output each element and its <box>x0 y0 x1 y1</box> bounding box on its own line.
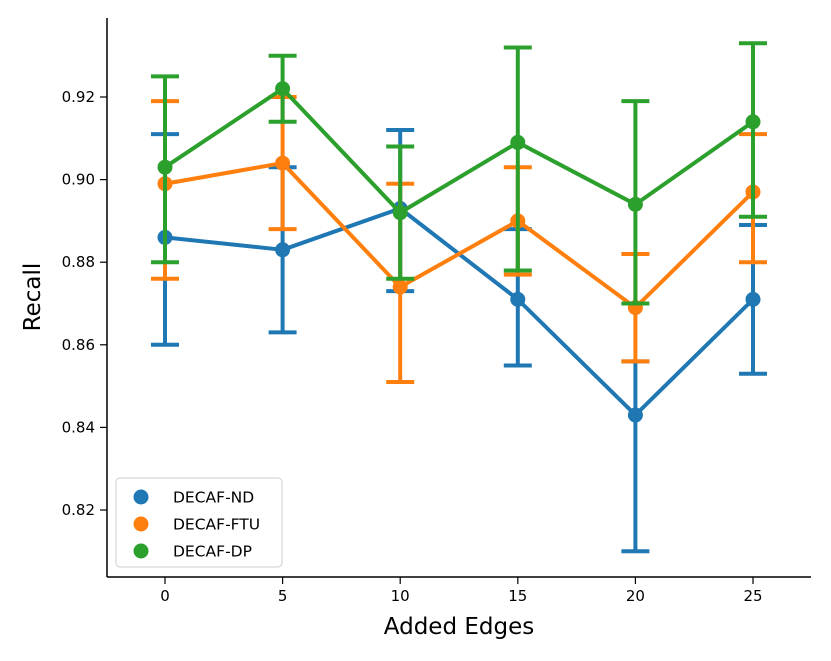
legend-label: DECAF-ND <box>173 489 254 507</box>
x-tick-label: 5 <box>278 587 288 605</box>
x-tick-label: 10 <box>391 587 410 605</box>
y-tick-label: 0.82 <box>62 501 95 519</box>
data-point <box>392 205 408 221</box>
y-axis-title: Recall <box>20 263 46 332</box>
y-tick-label: 0.90 <box>62 171 95 189</box>
series-decaf-dp <box>151 41 767 306</box>
x-tick-label: 20 <box>626 587 645 605</box>
legend-label: DECAF-DP <box>173 543 252 561</box>
data-point <box>627 407 643 423</box>
data-point <box>627 196 643 212</box>
legend-box <box>115 477 283 568</box>
x-tick-label: 15 <box>508 587 527 605</box>
axes <box>106 18 811 578</box>
x-tick-label: 0 <box>160 587 170 605</box>
series-line <box>163 86 755 215</box>
data-point <box>745 114 761 130</box>
data-point <box>275 155 291 171</box>
series-line <box>164 206 755 418</box>
data-point <box>157 159 173 175</box>
series-decaf-nd <box>151 128 767 554</box>
legend-marker <box>133 489 149 505</box>
legend-marker <box>133 516 149 532</box>
series-line <box>164 161 755 310</box>
data-point <box>275 242 291 258</box>
data-point <box>510 134 526 150</box>
y-tick-label: 0.86 <box>62 336 95 354</box>
x-axis-title: Added Edges <box>384 614 534 640</box>
y-tick-label: 0.92 <box>62 88 95 106</box>
series-decaf-ftu <box>151 95 767 384</box>
y-tick-label: 0.88 <box>62 253 95 271</box>
plot-area <box>151 41 767 554</box>
ticks: 0.82 0.84 0.86 0.88 0.90 0.92 0 5 10 15 20 25 <box>62 88 763 605</box>
legend-label: DECAF-FTU <box>173 516 260 534</box>
legend: DECAF-ND DECAF-FTU DECAF-DP <box>115 477 283 568</box>
data-point <box>392 279 408 295</box>
x-tick-label: 25 <box>743 587 762 605</box>
data-point <box>745 291 761 307</box>
y-tick-label: 0.84 <box>62 418 95 436</box>
legend-marker <box>133 543 149 559</box>
data-point <box>275 81 291 97</box>
data-point <box>510 291 526 307</box>
